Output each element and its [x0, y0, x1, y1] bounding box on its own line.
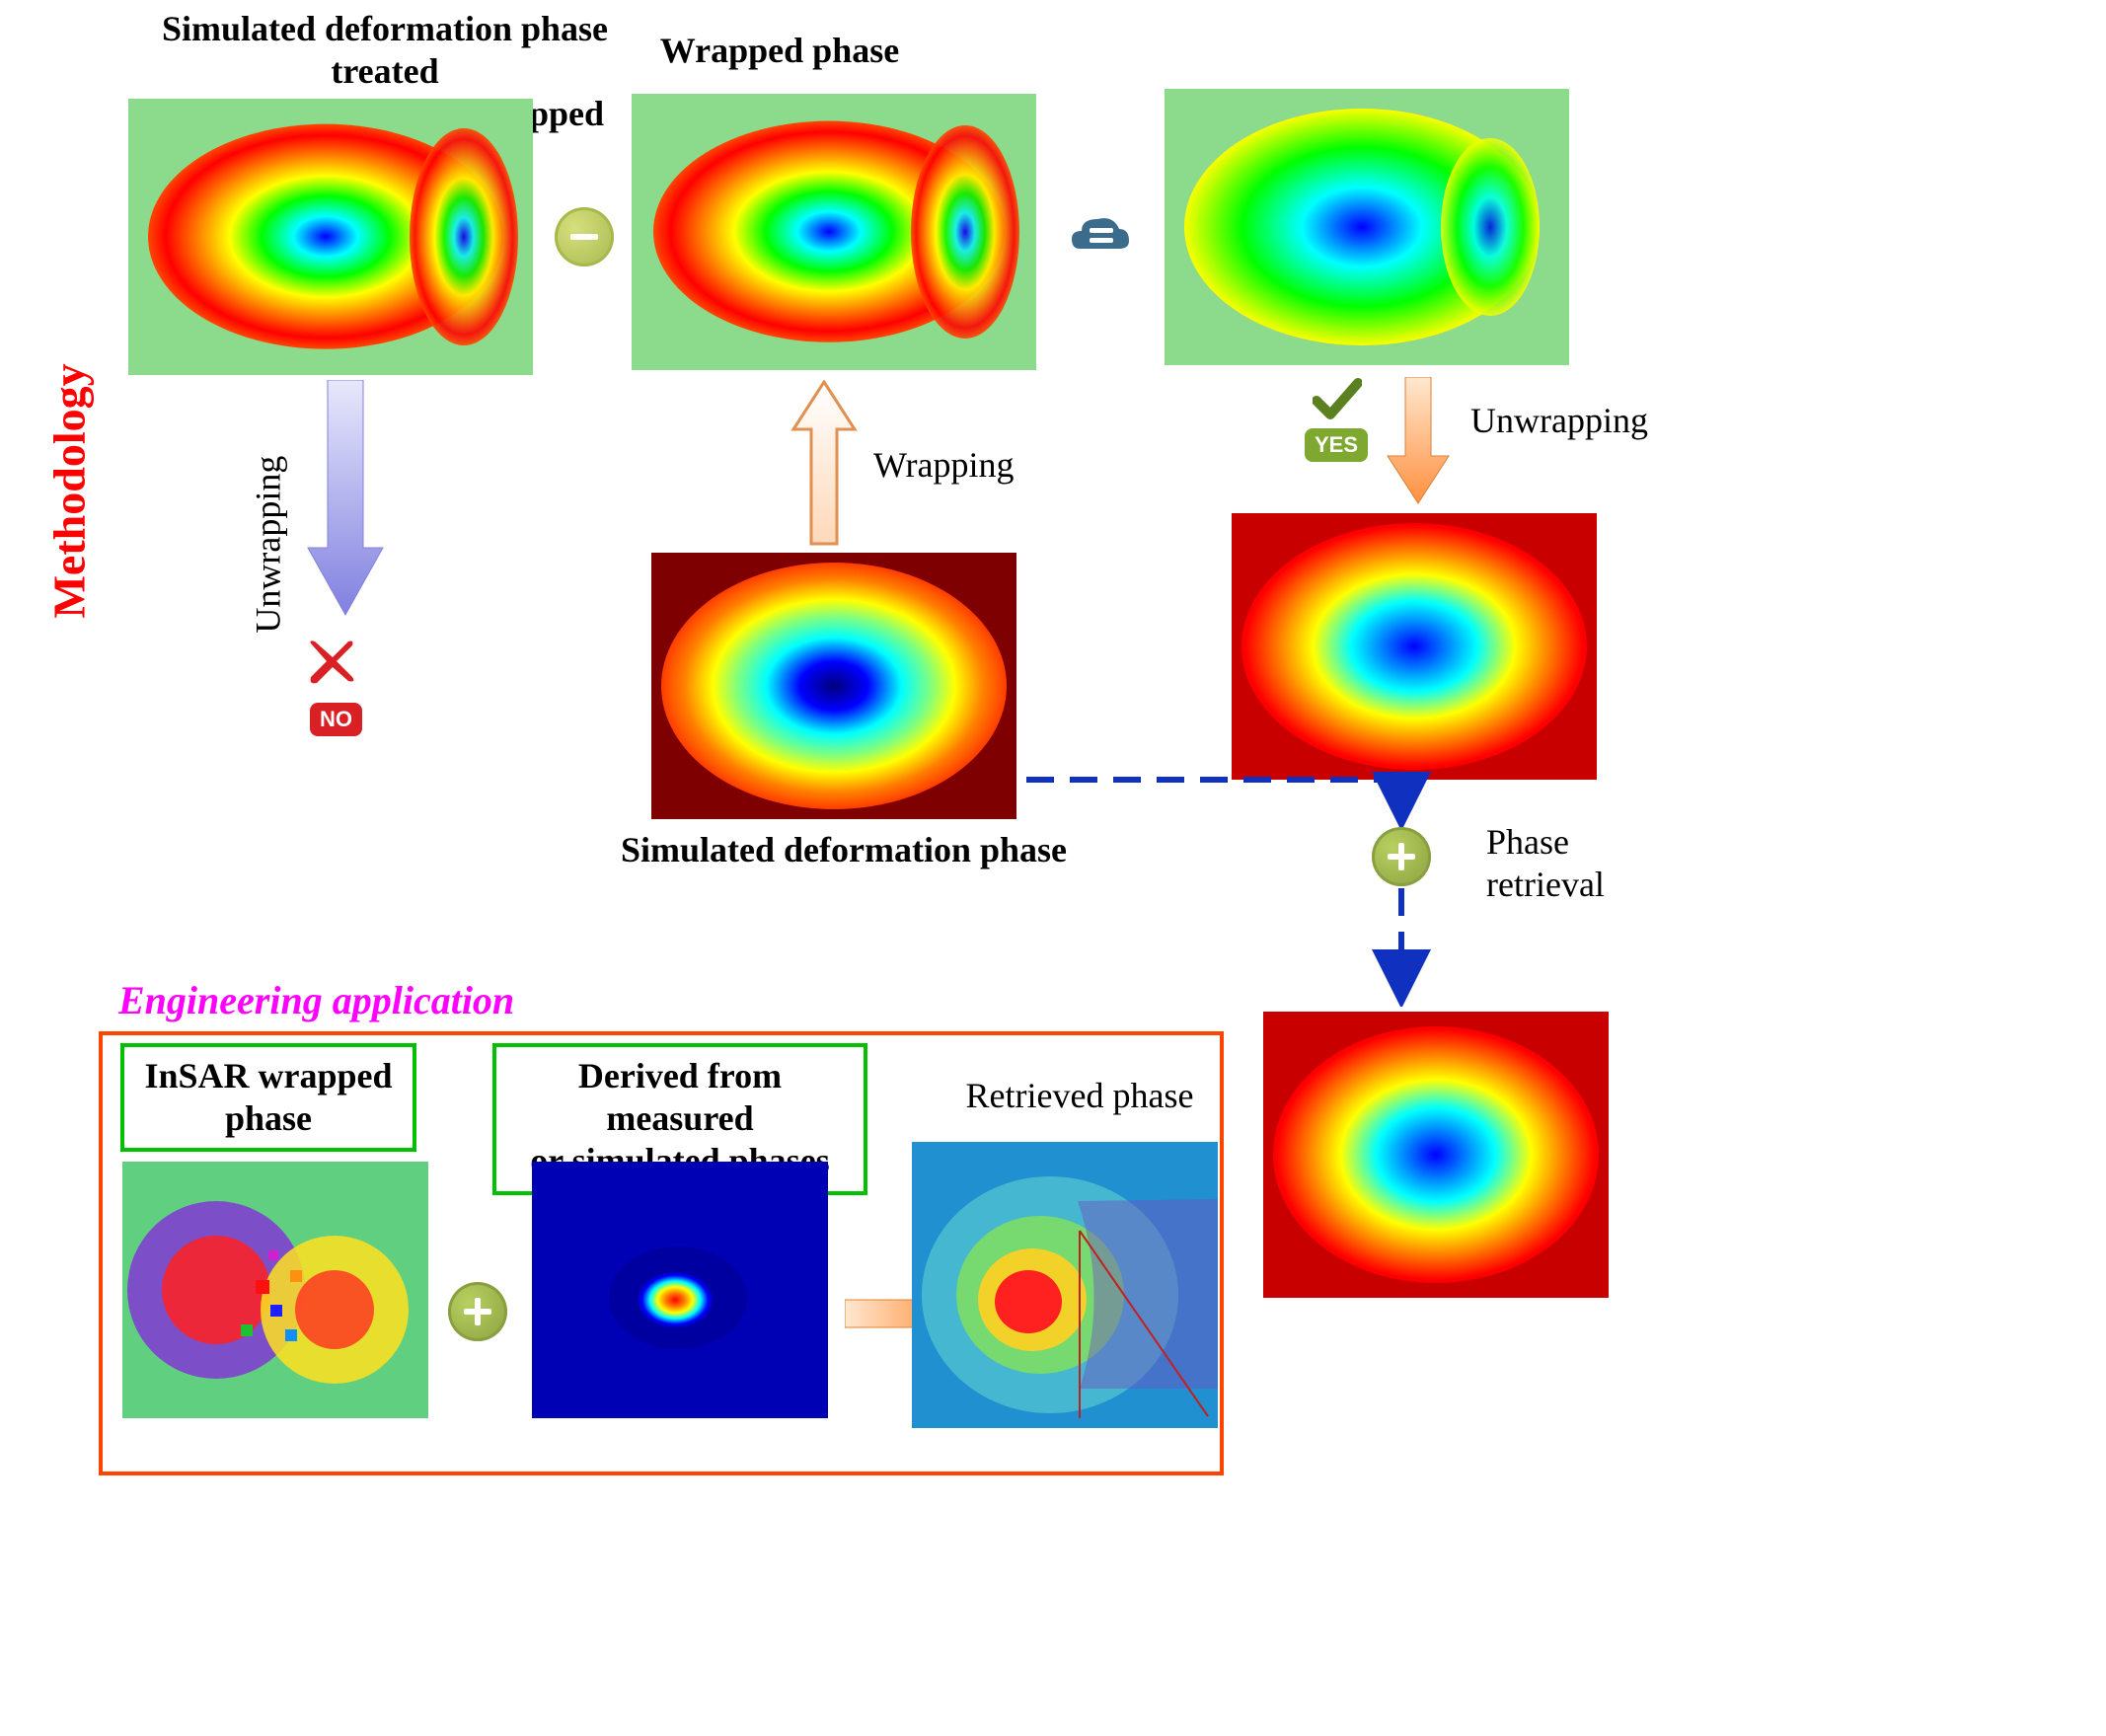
title-sim-deformation: Simulated deformation phase: [597, 829, 1091, 871]
title-wrapped: Wrapped phase: [632, 30, 928, 72]
map-difference: [1165, 89, 1569, 365]
map-insar: [122, 1162, 428, 1418]
arrow-wrapping: [790, 380, 859, 548]
yes-badge: YES: [1305, 428, 1368, 462]
plus-icon: [1372, 827, 1431, 886]
equals-icon: [1068, 209, 1133, 265]
check-icon: [1313, 377, 1362, 427]
no-badge: NO: [310, 703, 362, 736]
map-sim-deformation: [651, 553, 1016, 819]
map-wrapped: [632, 94, 1036, 370]
label-unwrap-right: Unwrapping: [1470, 400, 1688, 442]
cross-icon: [301, 632, 360, 696]
arrow-unwrap-right: [1384, 377, 1453, 505]
label-insar: InSAR wrapped phase: [120, 1043, 416, 1152]
map-unwrapped: [1232, 513, 1597, 780]
plus-icon-eng: [448, 1282, 507, 1341]
label-wrapping: Wrapping: [873, 444, 1051, 487]
engineering-box: InSAR wrapped phase Derived from measure…: [99, 1031, 1224, 1475]
methodology-section-label: Methodology: [43, 303, 96, 619]
label-unwrap-left: Unwrapping: [247, 446, 289, 643]
engineering-section-label: Engineering application: [118, 977, 514, 1023]
label-retrieved: Retrieved phase: [941, 1075, 1218, 1117]
map-sim-wrapped-actual: [128, 99, 533, 375]
map-final-retrieved: [1263, 1012, 1609, 1298]
minus-icon: [555, 207, 614, 266]
label-phase-retrieval: Phase retrieval: [1486, 821, 1664, 906]
map-derived: [532, 1162, 828, 1418]
arrow-unwrap-left: [306, 380, 385, 617]
map-retrieved: [912, 1142, 1218, 1428]
